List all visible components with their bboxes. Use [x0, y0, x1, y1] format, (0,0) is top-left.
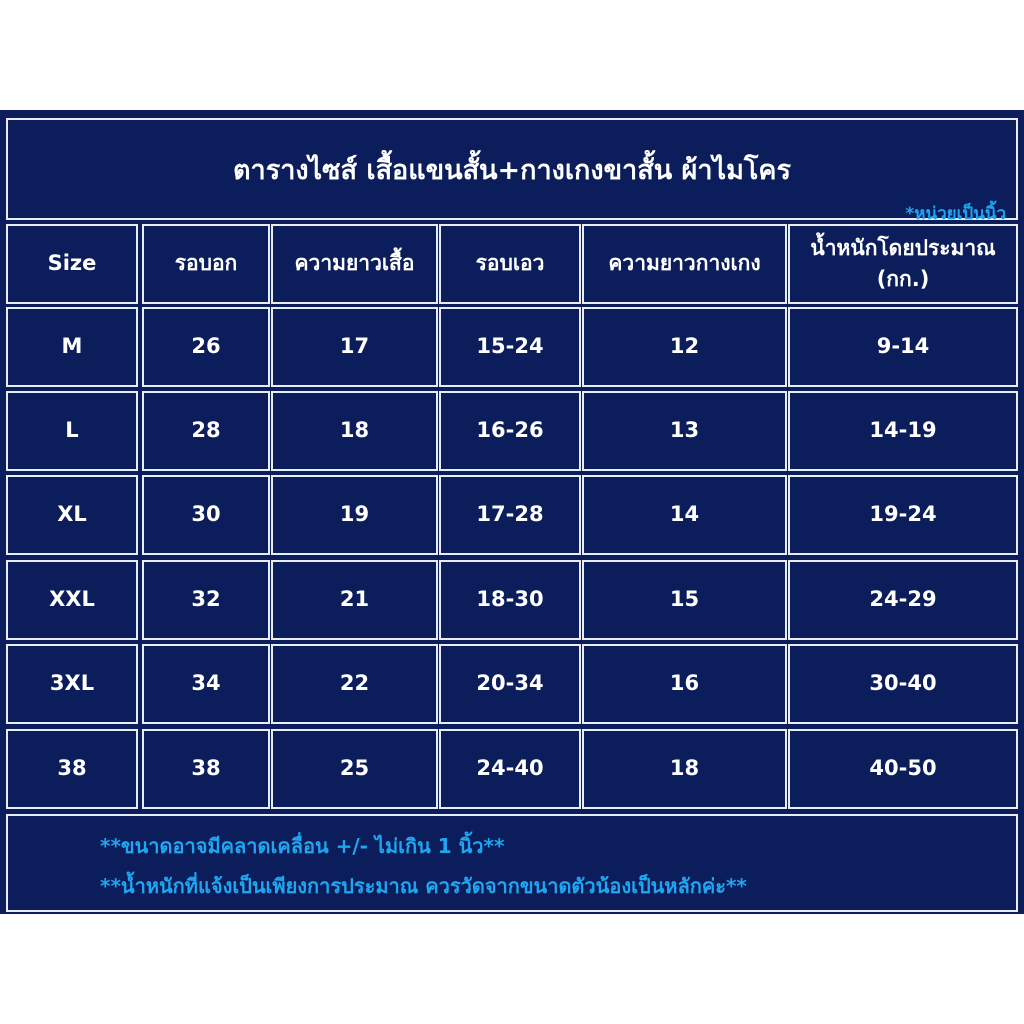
table-cell: 20-34	[439, 644, 581, 724]
header-cell: ความยาวกางเกง	[582, 224, 787, 304]
table-cell: 13	[582, 391, 787, 471]
table-cell: XXL	[6, 560, 138, 640]
table-cell: 14	[582, 475, 787, 555]
table-cell: 14-19	[788, 391, 1018, 471]
table-cell: 18	[271, 391, 438, 471]
table-cell: 16	[582, 644, 787, 724]
footer-box: **ขนาดอาจมีคลาดเคลื่อน +/- ไม่เกิน 1 นิ้…	[6, 814, 1018, 912]
footer-note: **ขนาดอาจมีคลาดเคลื่อน +/- ไม่เกิน 1 นิ้…	[100, 834, 505, 858]
table-cell: 12	[582, 307, 787, 387]
table-cell: 26	[142, 307, 270, 387]
header-cell: ความยาวเสื้อ	[271, 224, 438, 304]
table-cell: 19-24	[788, 475, 1018, 555]
header-cell: รอบเอว	[439, 224, 581, 304]
table-cell: 3XL	[6, 644, 138, 724]
table-cell: 19	[271, 475, 438, 555]
title: ตารางไซส์ เสื้อแขนสั้น+กางเกงขาสั้น ผ้าไ…	[233, 154, 791, 186]
table-cell: 32	[142, 560, 270, 640]
table-cell: 40-50	[788, 729, 1018, 809]
table-cell: 38	[142, 729, 270, 809]
table-cell: 22	[271, 644, 438, 724]
table-cell: 24-29	[788, 560, 1018, 640]
table-cell: 17-28	[439, 475, 581, 555]
table-cell: 24-40	[439, 729, 581, 809]
header-cell: Size	[6, 224, 138, 304]
board: ตารางไซส์ เสื้อแขนสั้น+กางเกงขาสั้น ผ้าไ…	[0, 108, 1024, 916]
table-cell: 38	[6, 729, 138, 809]
table-cell: 18-30	[439, 560, 581, 640]
table-cell: 21	[271, 560, 438, 640]
table-cell: 28	[142, 391, 270, 471]
table-cell: XL	[6, 475, 138, 555]
table-cell: 9-14	[788, 307, 1018, 387]
header-cell: รอบอก	[142, 224, 270, 304]
table-cell: 30-40	[788, 644, 1018, 724]
table-cell: 15	[582, 560, 787, 640]
table-cell: L	[6, 391, 138, 471]
title-box: ตารางไซส์ เสื้อแขนสั้น+กางเกงขาสั้น ผ้าไ…	[6, 118, 1018, 224]
table-cell: 18	[582, 729, 787, 809]
table-cell: 17	[271, 307, 438, 387]
unit-note: *หน่วยเป็นนิ้ว	[905, 204, 1006, 224]
table-cell: 30	[142, 475, 270, 555]
table-cell: 16-26	[439, 391, 581, 471]
table-cell: M	[6, 307, 138, 387]
footer-note: **น้ำหนักที่แจ้งเป็นเพียงการประมาณ ควรวั…	[100, 874, 747, 898]
table-cell: 34	[142, 644, 270, 724]
header-cell: น้ำหนักโดยประมาณ (กก.)	[788, 224, 1018, 304]
table-cell: 25	[271, 729, 438, 809]
table-cell: 15-24	[439, 307, 581, 387]
